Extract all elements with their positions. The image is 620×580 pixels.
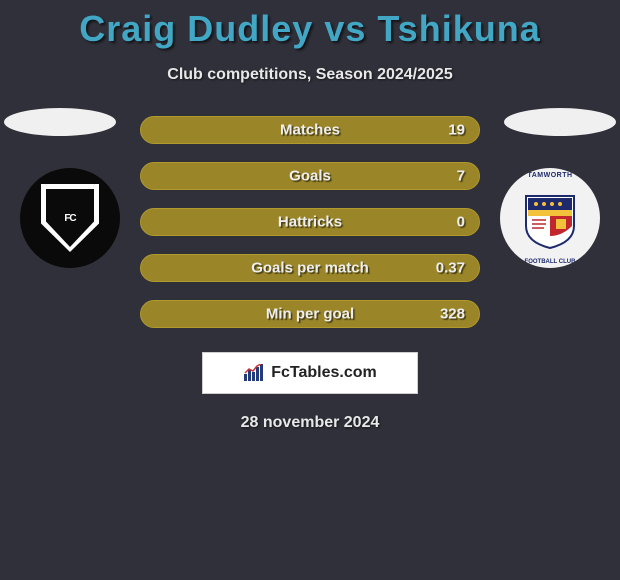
stat-bar: Goals 7: [140, 162, 480, 190]
stat-value: 328: [440, 306, 465, 323]
comparison-panel: FC TAMWORTH FOOTBALL CLUB Matches: [0, 116, 620, 432]
brand-box: FcTables.com: [202, 352, 418, 394]
stat-label: Goals: [289, 168, 331, 185]
stat-value: 19: [448, 122, 465, 139]
stat-value: 0: [457, 214, 465, 231]
stat-label: Hattricks: [278, 214, 342, 231]
badge-left-letters: FC: [64, 213, 75, 224]
ellipse-left: [4, 108, 116, 136]
ellipse-right: [504, 108, 616, 136]
stat-label: Goals per match: [251, 260, 369, 277]
stat-bar: Goals per match 0.37: [140, 254, 480, 282]
stat-bars: Matches 19 Goals 7 Hattricks 0 Goals per…: [140, 116, 480, 328]
stat-value: 7: [457, 168, 465, 185]
club-badge-left: FC: [20, 168, 120, 268]
stat-label: Matches: [280, 122, 340, 139]
stat-bar: Matches 19: [140, 116, 480, 144]
brand-text: FcTables.com: [271, 364, 377, 382]
crest-icon: [522, 186, 578, 250]
badge-right-top-text: TAMWORTH: [500, 172, 600, 179]
page-title: Craig Dudley vs Tshikuna: [0, 0, 620, 50]
badge-right-bottom-text: FOOTBALL CLUB: [500, 259, 600, 265]
club-badge-right: TAMWORTH FOOTBALL CLUB: [500, 168, 600, 268]
stat-label: Min per goal: [266, 306, 354, 323]
stat-bar: Min per goal 328: [140, 300, 480, 328]
bars-icon: [243, 364, 265, 382]
stat-value: 0.37: [436, 260, 465, 277]
subtitle: Club competitions, Season 2024/2025: [0, 66, 620, 84]
stat-bar: Hattricks 0: [140, 208, 480, 236]
date-text: 28 november 2024: [0, 414, 620, 432]
